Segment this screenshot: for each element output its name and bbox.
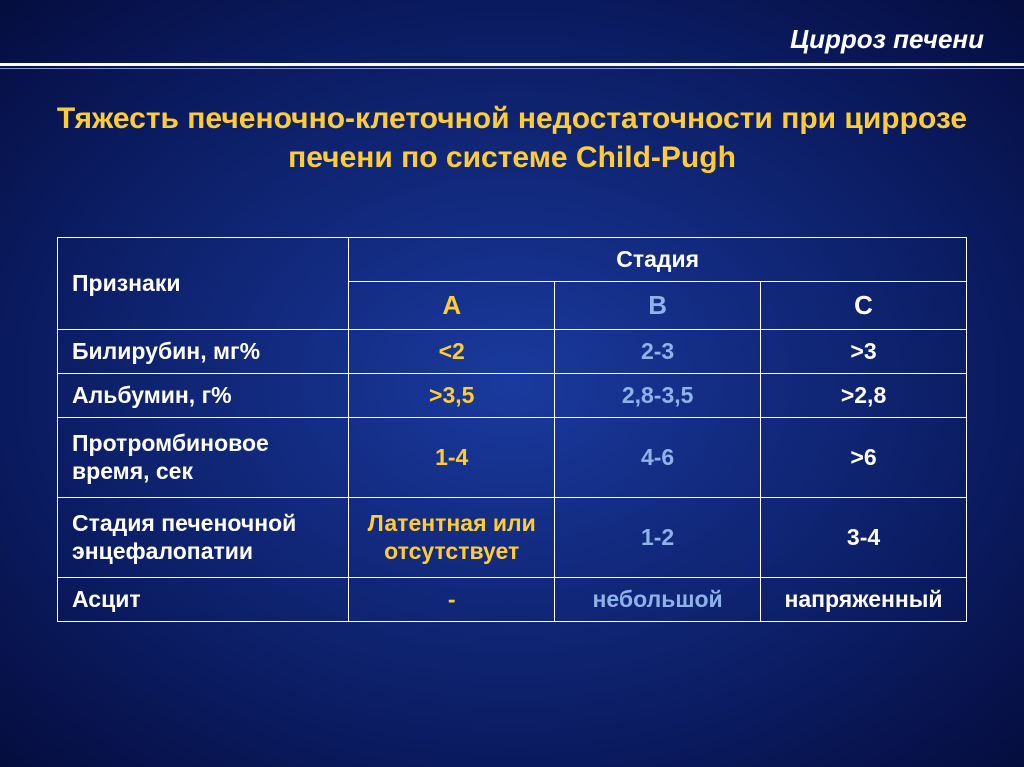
stage-b-header: B	[555, 282, 761, 330]
row-value-a: -	[349, 578, 555, 622]
row-label: Альбумин, г%	[58, 374, 349, 418]
table-row: Билирубин, мг%<22-3>3	[58, 330, 967, 374]
table-header-row-1: Признаки Стадия	[58, 238, 967, 282]
table-row: Альбумин, г%>3,52,8-3,5>2,8	[58, 374, 967, 418]
row-value-a: Латентная или отсутствует	[349, 498, 555, 578]
row-value-b: 1-2	[555, 498, 761, 578]
header-title: Цирроз печени	[790, 24, 984, 54]
corner-label: Признаки	[58, 238, 349, 330]
row-value-b: небольшой	[555, 578, 761, 622]
divider-thin	[0, 68, 1024, 69]
row-value-b: 2-3	[555, 330, 761, 374]
divider-thick	[0, 63, 1024, 66]
stage-c-header: C	[761, 282, 967, 330]
row-value-a: >3,5	[349, 374, 555, 418]
stage-a-header: A	[349, 282, 555, 330]
row-value-b: 4-6	[555, 418, 761, 498]
table-row: Стадия печеночной энцефалопатииЛатентная…	[58, 498, 967, 578]
row-label: Стадия печеночной энцефалопатии	[58, 498, 349, 578]
child-pugh-table: Признаки Стадия A B C Билирубин, мг%<22-…	[57, 237, 967, 622]
row-value-a: <2	[349, 330, 555, 374]
row-label: Билирубин, мг%	[58, 330, 349, 374]
row-value-a: 1-4	[349, 418, 555, 498]
row-value-b: 2,8-3,5	[555, 374, 761, 418]
slide-header: Цирроз печени	[0, 0, 1024, 63]
row-value-c: >6	[761, 418, 967, 498]
row-value-c: напряженный	[761, 578, 967, 622]
row-value-c: >2,8	[761, 374, 967, 418]
row-label: Асцит	[58, 578, 349, 622]
table-row: Асцит-небольшойнапряженный	[58, 578, 967, 622]
table-row: Протромбиновое время, сек1-44-6>6	[58, 418, 967, 498]
row-label: Протромбиновое время, сек	[58, 418, 349, 498]
stage-header: Стадия	[349, 238, 967, 282]
slide-subtitle: Тяжесть печеночно-клеточной недостаточно…	[0, 99, 1024, 237]
table-container: Признаки Стадия A B C Билирубин, мг%<22-…	[0, 237, 1024, 622]
row-value-c: 3-4	[761, 498, 967, 578]
row-value-c: >3	[761, 330, 967, 374]
table-body: Билирубин, мг%<22-3>3Альбумин, г%>3,52,8…	[58, 330, 967, 622]
